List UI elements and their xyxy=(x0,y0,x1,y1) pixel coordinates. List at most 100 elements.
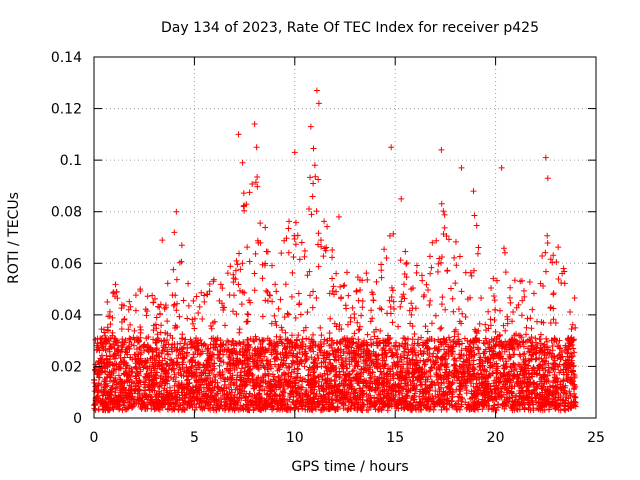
data-point xyxy=(452,238,459,245)
data-point xyxy=(462,379,469,386)
data-point xyxy=(372,326,379,333)
data-point xyxy=(278,397,285,404)
data-point xyxy=(546,406,553,413)
data-point xyxy=(379,346,386,353)
data-point xyxy=(244,397,251,404)
data-point xyxy=(449,404,456,411)
data-point xyxy=(134,351,141,358)
data-point xyxy=(124,344,131,351)
data-point xyxy=(400,335,407,342)
data-point xyxy=(170,302,177,309)
data-point xyxy=(330,283,337,290)
data-point xyxy=(109,314,116,321)
data-point xyxy=(408,300,415,307)
data-point xyxy=(291,235,298,242)
data-point xyxy=(362,358,369,365)
data-point xyxy=(269,262,276,269)
data-point xyxy=(514,340,521,347)
data-point xyxy=(430,395,437,402)
data-point xyxy=(121,302,128,309)
data-point xyxy=(246,189,253,196)
data-point xyxy=(214,383,221,390)
data-point xyxy=(106,308,113,315)
data-point xyxy=(268,342,275,349)
data-point xyxy=(251,346,258,353)
data-point xyxy=(422,404,429,411)
data-point xyxy=(324,391,331,398)
data-point xyxy=(165,373,172,380)
data-point xyxy=(476,320,483,327)
data-point xyxy=(126,298,133,305)
data-point xyxy=(351,355,358,362)
data-point xyxy=(195,361,202,368)
data-point xyxy=(311,403,318,410)
data-point xyxy=(426,368,433,375)
data-point xyxy=(449,348,456,355)
data-point xyxy=(308,211,315,218)
data-point xyxy=(382,338,389,345)
data-point xyxy=(492,342,499,349)
data-point xyxy=(536,336,543,343)
data-point xyxy=(473,335,480,342)
data-point xyxy=(485,308,492,315)
data-point xyxy=(125,326,132,333)
data-point xyxy=(475,345,482,352)
data-point xyxy=(540,319,547,326)
data-point xyxy=(429,239,436,246)
data-point xyxy=(161,305,168,312)
data-point xyxy=(512,398,519,405)
data-point xyxy=(211,318,218,325)
data-point xyxy=(179,335,186,342)
data-point xyxy=(255,391,262,398)
data-point xyxy=(320,352,327,359)
data-point xyxy=(397,374,404,381)
data-point xyxy=(106,346,113,353)
data-point xyxy=(243,393,250,400)
data-point xyxy=(520,338,527,345)
data-point xyxy=(226,360,233,367)
data-point xyxy=(310,331,317,338)
data-point xyxy=(204,393,211,400)
data-point xyxy=(256,336,263,343)
data-point xyxy=(354,274,361,281)
data-point xyxy=(458,352,465,359)
data-point xyxy=(186,380,193,387)
data-point xyxy=(232,276,239,283)
data-point xyxy=(438,301,445,308)
data-point xyxy=(360,390,367,397)
data-point xyxy=(263,383,270,390)
data-point xyxy=(544,232,551,239)
data-point xyxy=(442,369,449,376)
data-point xyxy=(367,374,374,381)
data-point xyxy=(409,323,416,330)
data-point xyxy=(337,295,344,302)
data-point xyxy=(397,303,404,310)
data-point xyxy=(282,336,289,343)
data-point xyxy=(143,370,150,377)
data-point xyxy=(447,285,454,292)
data-point xyxy=(341,386,348,393)
data-point xyxy=(433,366,440,373)
data-point xyxy=(482,357,489,364)
data-point xyxy=(417,399,424,406)
data-point xyxy=(193,379,200,386)
data-point xyxy=(378,261,385,268)
data-point xyxy=(248,401,255,408)
data-point xyxy=(207,392,214,399)
data-point xyxy=(94,389,101,396)
data-point xyxy=(550,305,557,312)
data-point xyxy=(467,269,474,276)
data-point xyxy=(413,269,420,276)
data-point xyxy=(524,315,531,322)
data-point xyxy=(293,340,300,347)
data-point xyxy=(289,332,296,339)
data-point xyxy=(515,381,522,388)
data-point xyxy=(296,384,303,391)
data-point xyxy=(526,399,533,406)
data-point xyxy=(341,282,348,289)
data-point xyxy=(409,365,416,372)
data-point xyxy=(181,368,188,375)
data-point xyxy=(311,356,318,363)
data-point xyxy=(536,362,543,369)
data-point xyxy=(337,352,344,359)
